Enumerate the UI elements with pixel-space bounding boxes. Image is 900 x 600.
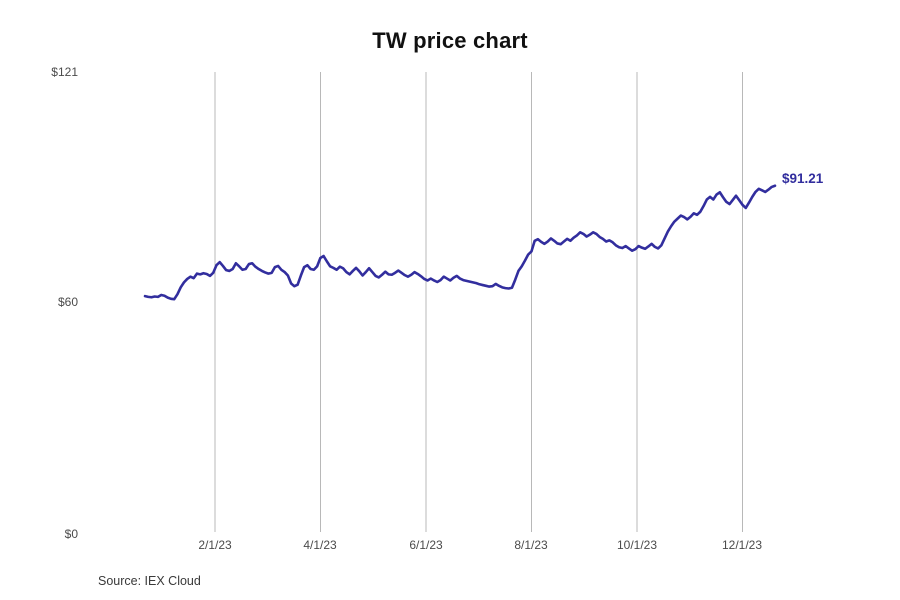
gridlines <box>214 72 743 532</box>
end-value-annotation: $91.21 <box>782 171 824 186</box>
x-axis-tick-label: 6/1/23 <box>409 538 443 552</box>
chart-title: TW price chart <box>372 28 528 53</box>
y-axis-tick-label: $60 <box>57 295 78 309</box>
x-axis-tick-label: 8/1/23 <box>514 538 548 552</box>
x-axis-tick-label: 10/1/23 <box>616 538 658 552</box>
x-axis-tick-label: 4/1/23 <box>303 538 337 552</box>
x-axis-tick-label: 12/1/23 <box>721 538 763 552</box>
y-axis-tick-label: $0 <box>64 527 78 541</box>
price-line-series <box>143 184 777 301</box>
x-axis-tick-label: 2/1/23 <box>198 538 232 552</box>
y-axis-tick-label: $121 <box>51 65 78 79</box>
source-attribution: Source: IEX Cloud <box>98 574 201 588</box>
